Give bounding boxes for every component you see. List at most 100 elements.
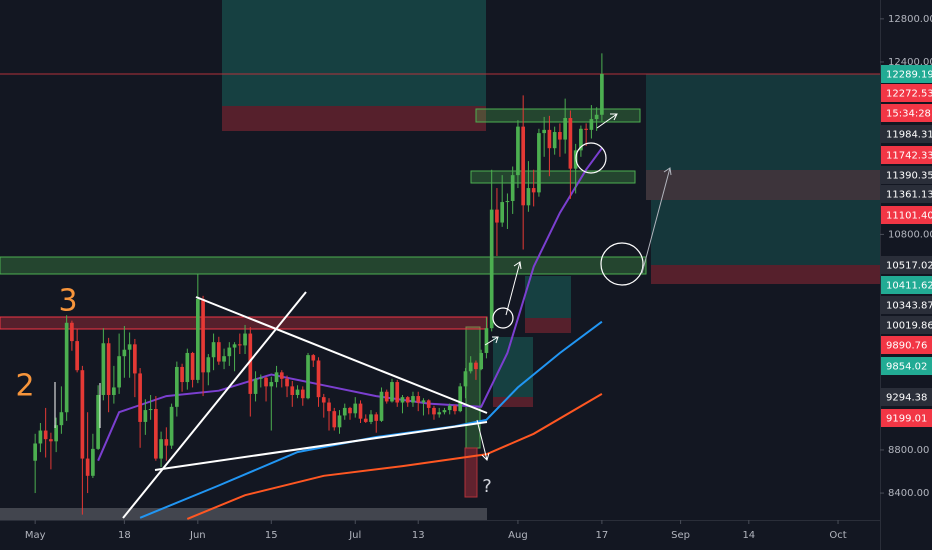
candle-body <box>43 430 48 440</box>
arrow <box>484 336 499 346</box>
candle-body <box>426 400 431 408</box>
price-tag-label: 10517.02 <box>886 261 932 272</box>
candle-body <box>332 411 337 428</box>
candle-body <box>348 407 352 414</box>
candle-body <box>531 188 536 193</box>
candle-body <box>563 118 567 140</box>
candle-body <box>594 114 599 120</box>
candle-body <box>421 400 426 403</box>
x-tick-label: Jun <box>189 530 206 541</box>
price-tag-label: 9199.01 <box>886 414 927 425</box>
circle <box>492 307 514 329</box>
stop-zone <box>651 265 880 284</box>
candle-body <box>526 188 531 206</box>
candle-body <box>495 209 499 223</box>
candle-body <box>453 405 457 412</box>
candle-body <box>316 360 321 398</box>
target-zone <box>222 0 486 106</box>
candle-body <box>274 372 279 383</box>
candle-body <box>510 175 515 201</box>
candle-body <box>411 396 415 403</box>
price-tag <box>881 336 932 354</box>
stop-zone <box>525 318 571 333</box>
candle-body <box>395 382 400 403</box>
candle-body <box>106 343 111 395</box>
candle-body <box>468 362 473 372</box>
candle-body <box>589 119 594 130</box>
candle-body <box>321 397 326 403</box>
candle-body <box>243 333 247 346</box>
candle-body <box>154 408 158 459</box>
price-tag <box>881 206 932 224</box>
candle-body <box>279 372 284 379</box>
y-tick-label: 12800.00 <box>888 14 932 25</box>
price-tag-label: 12289.19 <box>886 70 932 81</box>
support-zone <box>470 170 636 184</box>
candle-body <box>258 377 263 379</box>
stop-zone <box>222 106 486 131</box>
candle-body <box>432 407 436 415</box>
candle-body <box>327 402 331 412</box>
candle-body <box>552 132 557 149</box>
x-tick-label: Aug <box>508 530 528 541</box>
price-tag-label: 11361.13 <box>886 190 932 201</box>
price-tag <box>881 296 932 314</box>
trend-line <box>154 421 488 471</box>
price-tag-label: 10019.86 <box>886 321 932 332</box>
support-zone <box>0 256 647 275</box>
candle-body <box>537 133 541 193</box>
y-tick-label: 10800.00 <box>888 229 932 240</box>
candle-body <box>54 425 58 442</box>
candle-body <box>75 341 79 371</box>
stop-zone <box>646 170 880 200</box>
candle-body <box>175 366 179 407</box>
price-tag-label: 11984.31 <box>886 130 932 141</box>
axes: 8400.00 8800.00 10800.00 12400.00 12800.00 Ma… <box>25 14 932 541</box>
price-tag <box>881 125 932 143</box>
plot: 2 3? <box>15 53 604 520</box>
arrow <box>641 167 672 274</box>
candle-body <box>64 322 69 413</box>
candle-body <box>353 403 358 414</box>
candle-body <box>117 356 121 388</box>
candle-body <box>405 397 410 403</box>
candle-body <box>222 356 226 362</box>
annotation: ? <box>482 476 492 497</box>
candle-body <box>447 405 452 411</box>
candle-body <box>201 299 205 373</box>
price-tag-label: 11742.33 <box>886 151 932 162</box>
candle-body <box>101 343 106 395</box>
candle-body <box>500 202 505 223</box>
candle-body <box>516 126 520 176</box>
price-tag <box>881 256 932 274</box>
candle-body <box>70 322 74 342</box>
red-zone <box>464 447 478 498</box>
candle-body <box>479 352 484 370</box>
candle-body <box>185 352 190 383</box>
candle-body <box>484 328 489 353</box>
target-zone <box>493 337 533 397</box>
candle-body <box>290 386 295 395</box>
x-tick-label: 14 <box>742 530 755 541</box>
candle-body <box>112 387 116 395</box>
candle-body <box>374 414 379 421</box>
price-tag-label: 11101.40 <box>886 211 932 222</box>
candle-body <box>363 418 368 422</box>
candle-body <box>474 362 478 370</box>
candle-body <box>416 396 421 403</box>
candle-body <box>400 397 405 403</box>
candle-body <box>442 410 447 413</box>
price-tag-label: 10343.87 <box>886 301 932 312</box>
price-tag-label: 9890.76 <box>886 341 927 352</box>
candle-body <box>337 415 342 428</box>
candle-body <box>384 391 389 402</box>
candle-body <box>489 209 494 329</box>
circle <box>600 242 644 286</box>
price-tag <box>881 388 932 406</box>
candle-body <box>437 412 442 415</box>
green-zone <box>465 326 481 449</box>
trend-line <box>195 296 488 414</box>
candle-body <box>600 73 604 115</box>
price-tag <box>881 146 932 164</box>
price-tag <box>881 357 932 375</box>
